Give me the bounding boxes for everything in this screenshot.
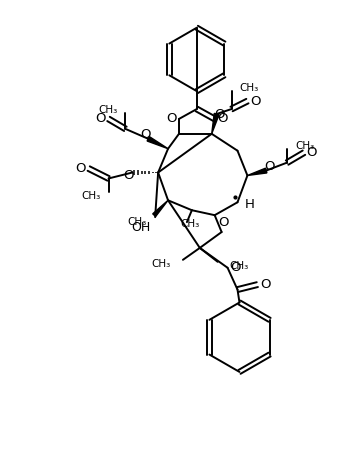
Text: O: O [218,216,229,228]
Text: OH: OH [132,220,151,234]
Text: CH₃: CH₃ [98,105,118,115]
Text: H: H [244,198,254,211]
Text: O: O [95,112,106,126]
Text: O: O [166,112,176,126]
Text: O: O [214,109,225,121]
Text: CH₃: CH₃ [295,141,314,151]
Text: CH₃: CH₃ [180,219,200,229]
Text: O: O [230,261,241,274]
Text: O: O [75,162,86,175]
Text: O: O [217,112,228,126]
Text: CH₃: CH₃ [127,217,146,227]
Text: O: O [140,128,150,141]
Text: O: O [264,160,275,173]
Text: O: O [123,169,134,182]
Text: CH₃: CH₃ [152,259,171,269]
Text: O: O [307,146,317,159]
Text: CH₃: CH₃ [81,191,101,201]
Text: O: O [260,278,270,291]
Polygon shape [212,113,219,134]
Polygon shape [247,168,267,175]
Polygon shape [153,201,168,217]
Text: CH₃: CH₃ [239,83,259,93]
Text: CH₃: CH₃ [230,261,249,271]
Text: O: O [250,95,261,108]
Polygon shape [147,137,168,149]
